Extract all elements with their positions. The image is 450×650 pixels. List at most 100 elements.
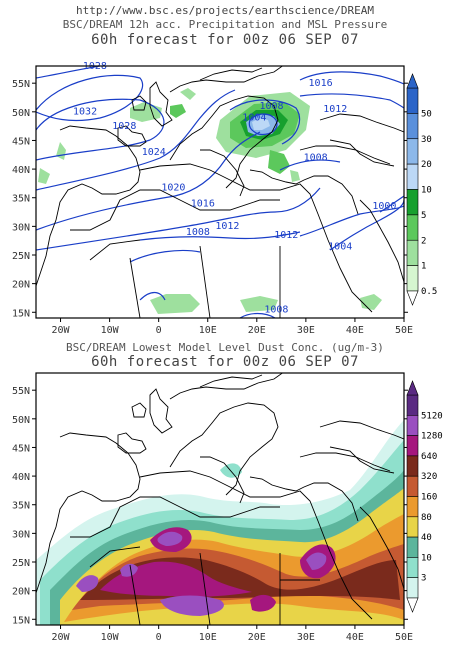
colorbar-label: 40	[421, 533, 432, 543]
colorbar-label: 1	[421, 262, 426, 272]
colorbar-label: 10	[421, 186, 432, 196]
lat-label: 45N	[12, 443, 30, 454]
colorbar-bottom-arrow	[406, 597, 419, 613]
precipitation-colorbar: 50 30 20 10 5 2 1 0.5	[406, 73, 437, 306]
lon-label: 10E	[199, 325, 217, 336]
colorbar-segment	[406, 496, 419, 518]
isobar-label: 1000	[372, 201, 396, 212]
colorbar-label: 1280	[421, 432, 443, 442]
lon-label: 20W	[52, 632, 71, 643]
lon-label: 10W	[101, 632, 120, 643]
lon-label: 20W	[52, 325, 71, 336]
colorbar-segment	[406, 435, 419, 457]
dust-field	[36, 420, 404, 625]
colorbar-label: 10	[421, 553, 432, 563]
dust-colorbar: 5120 1280 640 320 160 80 40 10 3	[406, 380, 443, 613]
lat-label: 40N	[12, 472, 30, 483]
colorbar-segment	[406, 189, 419, 216]
latitude-labels-bottom: 55N 50N 45N 40N 35N 30N 25N 20N 15N	[12, 386, 408, 626]
isobar-label: 1028	[112, 121, 136, 132]
lat-label: 20N	[12, 587, 30, 598]
isobar-label: 1008	[259, 101, 283, 112]
colorbar-label: 640	[421, 452, 437, 462]
colorbar-segment	[406, 214, 419, 241]
colorbar-label: 20	[421, 160, 432, 170]
colorbar-segment	[406, 265, 419, 292]
lon-label: 0	[156, 325, 162, 336]
top-panel-subtitle: 60h forecast for 00z 06 SEP 07	[91, 32, 359, 48]
bottom-panel-title: BSC/DREAM Lowest Model Level Dust Conc. …	[66, 341, 384, 354]
colorbar-segment	[406, 475, 419, 497]
lon-label: 30E	[297, 325, 315, 336]
lat-label: 30N	[12, 222, 30, 233]
lat-label: 55N	[12, 79, 30, 90]
isobar-label: 1004	[328, 241, 352, 252]
colorbar-bottom-arrow	[406, 290, 419, 306]
top-panel-title: BSC/DREAM 12h acc. Precipitation and MSL…	[62, 18, 388, 31]
colorbar-label: 50	[421, 109, 432, 119]
colorbar-label: 30	[421, 135, 432, 145]
colorbar-label: 320	[421, 472, 437, 482]
coastlines-bottom	[36, 373, 404, 625]
colorbar-segment	[406, 113, 419, 140]
longitude-labels-top: 20W 10W 0 10E 20E 30E 40E 50E	[52, 318, 413, 336]
lon-label: 0	[156, 632, 162, 643]
colorbar-segment	[406, 87, 419, 114]
colorbar-top-arrow	[406, 73, 419, 89]
lat-label: 50N	[12, 415, 30, 426]
isobar-label: 1008	[264, 304, 288, 315]
lat-label: 20N	[12, 280, 30, 291]
isobar-label: 1024	[142, 147, 166, 158]
lon-label: 20E	[248, 632, 266, 643]
lat-label: 55N	[12, 386, 30, 397]
map-frame-top	[36, 66, 404, 318]
lat-label: 25N	[12, 251, 30, 262]
lat-label: 15N	[12, 615, 30, 626]
longitude-labels-bottom: 20W 10W 0 10E 20E 30E 40E 50E	[52, 625, 413, 643]
colorbar-label: 5120	[421, 411, 443, 421]
colorbar-segment	[406, 557, 419, 579]
lon-label: 50E	[395, 632, 413, 643]
colorbar-segment	[406, 536, 419, 558]
lon-label: 50E	[395, 325, 413, 336]
lat-label: 35N	[12, 194, 30, 205]
lon-label: 30E	[297, 632, 315, 643]
colorbar-label: 5	[421, 211, 426, 221]
bottom-panel-subtitle: 60h forecast for 00z 06 SEP 07	[91, 354, 359, 370]
isobar-label: 1012	[274, 230, 298, 241]
precipitation-pressure-map: 1028103210281024102010161012100810081012…	[12, 61, 437, 336]
isobar-label: 1008	[186, 227, 210, 238]
colorbar-label: 0.5	[421, 287, 437, 297]
colorbar-segment	[406, 163, 419, 190]
lat-label: 40N	[12, 165, 30, 176]
colorbar-label: 3	[421, 574, 426, 584]
colorbar-segment	[406, 516, 419, 538]
colorbar-label: 160	[421, 493, 437, 503]
source-url: http://www.bsc.es/projects/earthscience/…	[75, 4, 374, 17]
colorbar-segment	[406, 138, 419, 165]
lat-label: 15N	[12, 308, 30, 319]
colorbar-label: 2	[421, 236, 426, 246]
coastlines-top	[36, 66, 404, 318]
colorbar-segment	[406, 239, 419, 266]
isobar-label: 1032	[73, 107, 97, 118]
colorbar-label: 80	[421, 513, 432, 523]
colorbar-segment	[406, 577, 419, 599]
colorbar-segment	[406, 394, 419, 416]
lat-label: 45N	[12, 136, 30, 147]
lon-label: 10E	[199, 632, 217, 643]
colorbar-top-arrow	[406, 380, 419, 396]
isobar-label: 1016	[309, 78, 333, 89]
isobar-label: 1004	[242, 112, 266, 123]
lon-label: 20E	[248, 325, 266, 336]
lat-label: 25N	[12, 558, 30, 569]
lat-label: 35N	[12, 501, 30, 512]
isobar-label: 1016	[191, 198, 215, 209]
lat-label: 50N	[12, 108, 30, 119]
isobar-lines	[36, 66, 404, 318]
isobar-label: 1012	[323, 104, 347, 115]
lon-label: 40E	[346, 632, 364, 643]
isobar-label: 1012	[215, 221, 239, 232]
colorbar-segment	[406, 455, 419, 477]
